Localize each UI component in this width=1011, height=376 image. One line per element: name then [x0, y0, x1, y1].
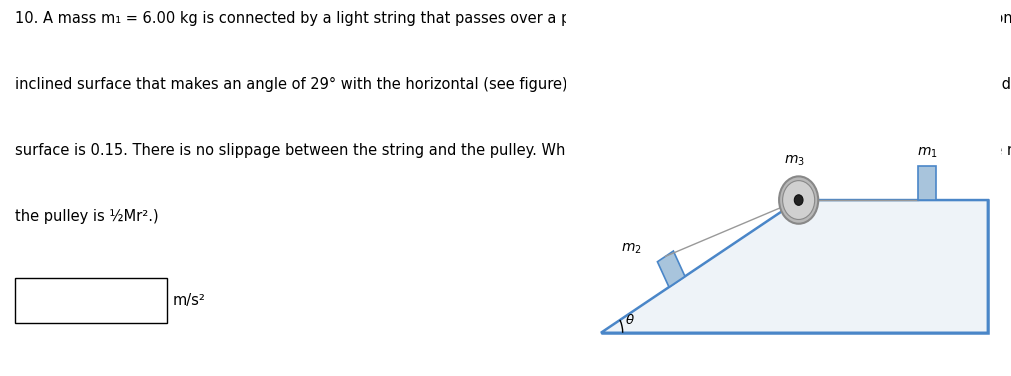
FancyBboxPatch shape: [562, 0, 1005, 376]
Text: inclined surface that makes an angle of 29° with the horizontal (see figure). Th: inclined surface that makes an angle of …: [14, 77, 1011, 92]
Circle shape: [783, 180, 815, 220]
Text: the pulley is ½Mr².): the pulley is ½Mr².): [14, 209, 158, 224]
Bar: [14, 278, 168, 323]
Text: $m_3$: $m_3$: [784, 154, 805, 168]
Circle shape: [795, 195, 803, 205]
Polygon shape: [601, 200, 988, 333]
Text: $m_1$: $m_1$: [917, 145, 937, 159]
Polygon shape: [657, 251, 685, 287]
Text: 10. A mass m₁ = 6.00 kg is connected by a light string that passes over a pulley: 10. A mass m₁ = 6.00 kg is connected by …: [14, 11, 1011, 26]
Polygon shape: [601, 200, 988, 333]
Text: $\theta$: $\theta$: [625, 314, 635, 327]
Circle shape: [779, 176, 818, 224]
Bar: [918, 166, 936, 200]
Text: $m_2$: $m_2$: [622, 242, 642, 256]
Text: m/s²: m/s²: [173, 293, 206, 308]
Text: surface is 0.15. There is no slippage between the string and the pulley. What is: surface is 0.15. There is no slippage be…: [14, 143, 1011, 158]
